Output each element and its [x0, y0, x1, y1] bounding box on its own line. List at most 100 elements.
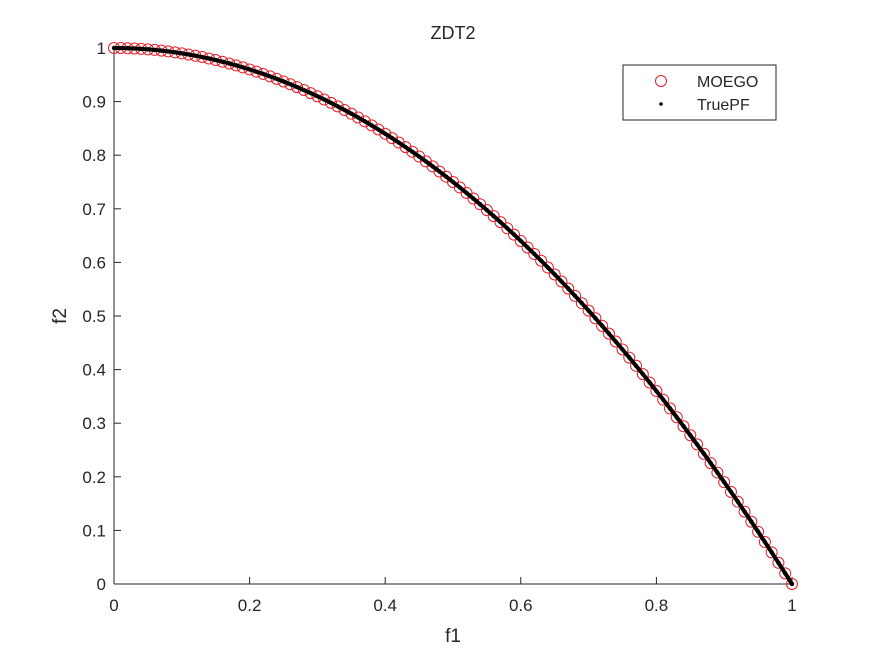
truepf-point [593, 315, 598, 321]
moego-point [752, 525, 765, 538]
moego-point [358, 115, 371, 128]
truepf-point [647, 380, 652, 385]
truepf-line [113, 46, 794, 586]
truepf-point [376, 127, 381, 132]
moego-point [562, 282, 575, 295]
legend-moego-label: MOEGO [697, 74, 758, 91]
moego-point [331, 100, 344, 113]
y-tick-label: 0.2 [82, 468, 106, 487]
truepf-point [152, 47, 157, 53]
moego-point [528, 248, 541, 261]
truepf-point [321, 97, 327, 102]
truepf-point [708, 460, 713, 466]
moego-point [304, 87, 317, 100]
truepf-point [118, 45, 123, 51]
truepf-point [186, 52, 191, 57]
truepf-point [193, 53, 198, 58]
truepf-point [342, 107, 347, 113]
truepf-point [233, 63, 239, 68]
moego-point [392, 136, 405, 149]
moego-point [663, 402, 676, 415]
truepf-point [579, 300, 585, 306]
truepf-point [444, 174, 449, 179]
legend-truepf-label: TruePF [697, 97, 750, 114]
truepf-point [511, 232, 517, 237]
moego-point [582, 304, 595, 317]
moego-point [508, 228, 521, 241]
moego-point [365, 119, 378, 132]
moego-point [297, 84, 310, 97]
y-tick-label: 1 [97, 39, 106, 58]
truepf-point [416, 154, 422, 159]
moego-point [372, 123, 385, 136]
truepf-point [627, 355, 632, 360]
moego-point [596, 319, 609, 332]
truepf-point [430, 164, 435, 169]
moego-point [670, 411, 683, 424]
moego-point [657, 393, 670, 406]
truepf-point [681, 424, 686, 429]
truepf-point [308, 90, 313, 96]
truepf-point [566, 286, 571, 291]
moego-point [480, 204, 493, 217]
truepf-point [471, 196, 476, 201]
moego-point [555, 275, 568, 288]
truepf-point [111, 45, 117, 51]
truepf-point [613, 339, 618, 344]
truepf-point [362, 119, 368, 124]
x-tick-label: 0.6 [509, 596, 533, 615]
truepf-point [728, 489, 734, 495]
truepf-point [172, 50, 178, 55]
truepf-point [599, 323, 605, 329]
y-tick-label: 0.3 [82, 414, 106, 433]
truepf-point [267, 74, 273, 79]
y-tick-label: 0.7 [82, 200, 106, 219]
truepf-point [206, 56, 212, 61]
legend-truepf-marker [659, 102, 663, 106]
truepf-point [315, 94, 320, 99]
moego-point [521, 241, 534, 254]
moego-point [684, 429, 697, 442]
truepf-point [335, 104, 340, 109]
truepf-point [254, 69, 259, 74]
moego-point [318, 93, 331, 106]
moego-point [711, 466, 724, 479]
moego-point [704, 457, 717, 470]
truepf-point [552, 272, 557, 277]
truepf-point [349, 111, 354, 116]
truepf-point [484, 207, 490, 213]
truepf-point [247, 67, 252, 72]
truepf-point [640, 371, 646, 377]
truepf-point [199, 54, 205, 60]
moego-point [385, 132, 398, 145]
series-moego [108, 42, 798, 590]
moego-point [291, 81, 304, 94]
moego-point [487, 210, 500, 223]
truepf-point [586, 308, 591, 313]
moego-point [399, 141, 412, 154]
y-tick-label: 0.9 [82, 93, 106, 112]
truepf-point [396, 140, 401, 145]
truepf-point [789, 581, 795, 587]
y-tick-label: 0.5 [82, 307, 106, 326]
truepf-point [525, 245, 530, 250]
truepf-point [694, 442, 700, 447]
y-tick-label: 0.4 [82, 361, 106, 380]
truepf-point [505, 226, 510, 231]
moego-point [311, 90, 324, 103]
series-truepf [111, 45, 795, 587]
truepf-point [383, 131, 388, 136]
moego-point [324, 96, 337, 109]
truepf-point [260, 71, 266, 77]
truepf-point [620, 347, 625, 352]
truepf-point [735, 499, 740, 504]
moego-point [338, 103, 351, 116]
truepf-point [274, 76, 279, 82]
moego-point [677, 420, 690, 433]
moego-point [630, 359, 643, 372]
moego-point [379, 127, 392, 140]
x-axis-label: f1 [445, 626, 461, 647]
truepf-point [538, 258, 544, 263]
truepf-point [776, 560, 781, 565]
truepf-point [450, 179, 456, 185]
